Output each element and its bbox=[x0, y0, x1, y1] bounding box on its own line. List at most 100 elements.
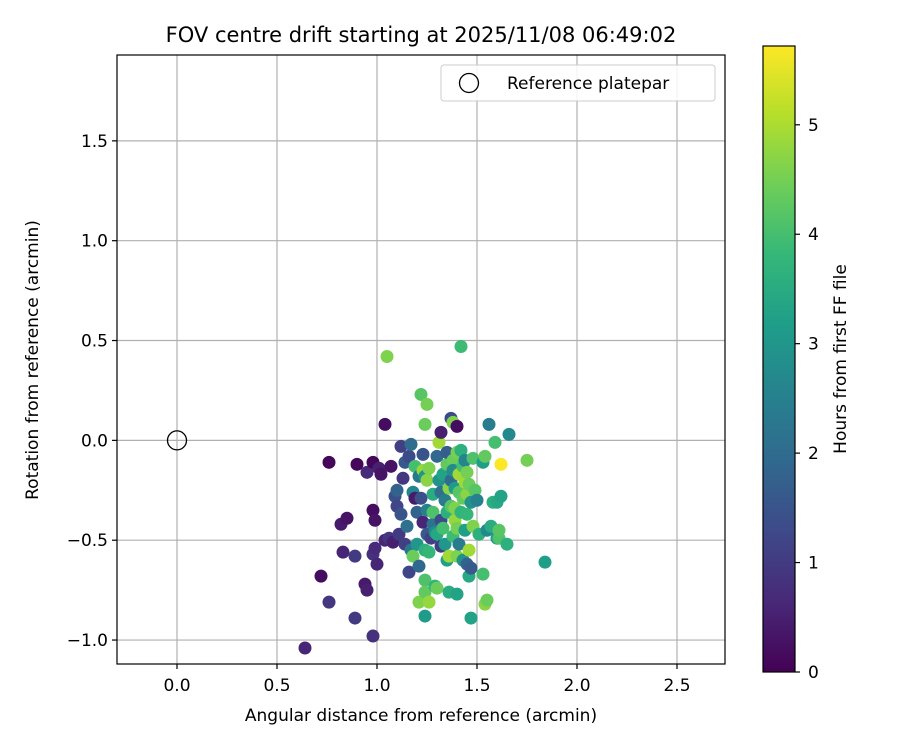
data-point bbox=[402, 565, 416, 579]
data-point bbox=[368, 541, 382, 555]
x-tick-label: 0.0 bbox=[163, 676, 190, 696]
data-point bbox=[400, 519, 414, 533]
data-point bbox=[464, 611, 478, 625]
x-tick-label: 0.5 bbox=[263, 676, 290, 696]
data-point bbox=[430, 449, 444, 463]
data-point bbox=[488, 435, 502, 449]
data-point bbox=[462, 543, 476, 557]
data-point bbox=[390, 483, 404, 497]
data-point bbox=[416, 515, 430, 529]
data-point bbox=[460, 465, 474, 479]
data-point bbox=[482, 417, 496, 431]
y-tick-label: 0.0 bbox=[81, 431, 108, 451]
data-point bbox=[314, 569, 328, 583]
data-point bbox=[426, 505, 440, 519]
data-point bbox=[378, 417, 392, 431]
data-point bbox=[394, 507, 408, 521]
data-point bbox=[366, 503, 380, 517]
data-point bbox=[452, 537, 466, 551]
data-point bbox=[416, 447, 430, 461]
data-point bbox=[422, 595, 436, 609]
data-point bbox=[436, 521, 450, 535]
data-point bbox=[520, 453, 534, 467]
y-axis-ticks: −1.0 −0.5 0.0 0.5 1.0 1.5 bbox=[67, 132, 117, 651]
chart-title: FOV centre drift starting at 2025/11/08 … bbox=[166, 23, 677, 47]
data-point bbox=[420, 473, 434, 487]
data-point bbox=[538, 555, 552, 569]
data-point bbox=[494, 457, 508, 471]
y-tick-label: 1.0 bbox=[81, 232, 108, 252]
data-point bbox=[492, 523, 506, 537]
data-point bbox=[394, 439, 408, 453]
colorbar-tick-label: 4 bbox=[808, 225, 819, 245]
data-point bbox=[406, 549, 420, 563]
y-tick-label: 1.5 bbox=[81, 132, 108, 152]
data-point bbox=[450, 419, 464, 433]
data-point bbox=[402, 449, 416, 463]
data-point bbox=[380, 350, 394, 364]
data-point bbox=[478, 449, 492, 463]
data-point bbox=[412, 595, 426, 609]
data-point bbox=[396, 471, 410, 485]
grid bbox=[117, 55, 725, 664]
data-point bbox=[438, 537, 452, 551]
data-point bbox=[392, 527, 406, 541]
x-axis-label: Angular distance from reference (arcmin) bbox=[245, 706, 597, 726]
data-point bbox=[460, 507, 474, 521]
data-point bbox=[434, 425, 448, 439]
data-point bbox=[412, 559, 426, 573]
data-point bbox=[422, 545, 436, 559]
data-point bbox=[410, 505, 424, 519]
data-point bbox=[494, 489, 508, 503]
scatter-points bbox=[298, 340, 552, 655]
colorbar-ticks: 0 1 2 3 4 5 bbox=[795, 116, 819, 683]
data-point bbox=[476, 567, 490, 581]
legend-entry-reference: Reference platepar bbox=[507, 74, 669, 94]
colorbar-tick-label: 1 bbox=[808, 554, 819, 574]
reference-layer bbox=[166, 430, 188, 451]
legend: Reference platepar bbox=[440, 64, 716, 102]
y-tick-label: −1.0 bbox=[67, 631, 108, 651]
data-point bbox=[368, 513, 382, 527]
colorbar-tick-label: 2 bbox=[808, 444, 819, 464]
data-point bbox=[374, 467, 388, 481]
data-point bbox=[414, 491, 428, 505]
data-point bbox=[466, 451, 480, 465]
x-tick-label: 2.0 bbox=[563, 676, 590, 696]
data-point bbox=[422, 461, 436, 475]
colorbar-frame bbox=[762, 45, 796, 673]
y-axis-label: Rotation from reference (arcmin) bbox=[23, 220, 43, 500]
data-point bbox=[348, 549, 362, 563]
data-point bbox=[418, 573, 432, 587]
x-tick-label: 1.5 bbox=[463, 676, 490, 696]
colorbar-tick-label: 0 bbox=[808, 663, 819, 683]
y-tick-label: −0.5 bbox=[67, 531, 108, 551]
data-point bbox=[348, 611, 362, 625]
data-point bbox=[468, 483, 482, 497]
data-point bbox=[464, 561, 478, 575]
data-point bbox=[502, 427, 516, 441]
colorbar: 0 1 2 3 4 5 Hours from first FF file bbox=[762, 45, 851, 683]
legend-box bbox=[440, 64, 716, 102]
colorbar-label: Hours from first FF file bbox=[831, 264, 851, 454]
data-point bbox=[418, 609, 432, 623]
data-point bbox=[430, 581, 444, 595]
data-point bbox=[322, 595, 336, 609]
data-point bbox=[350, 457, 364, 471]
data-point bbox=[420, 397, 434, 411]
data-point bbox=[370, 557, 384, 571]
x-tick-label: 2.5 bbox=[663, 676, 690, 696]
data-point bbox=[404, 437, 418, 451]
data-point bbox=[454, 340, 468, 354]
y-tick-label: 0.5 bbox=[81, 332, 108, 352]
data-point bbox=[414, 387, 428, 401]
x-axis-ticks: 0.0 0.5 1.0 1.5 2.0 2.5 bbox=[163, 664, 691, 696]
data-point bbox=[366, 629, 380, 643]
data-point bbox=[322, 455, 336, 469]
plot-frame bbox=[116, 54, 726, 665]
colorbar-tick-label: 5 bbox=[808, 116, 819, 136]
data-point bbox=[470, 493, 484, 507]
data-point bbox=[418, 417, 432, 431]
data-point bbox=[500, 537, 514, 551]
